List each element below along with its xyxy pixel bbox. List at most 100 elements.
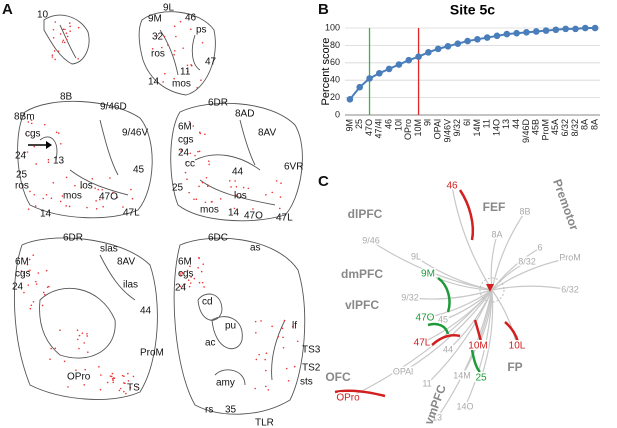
point <box>532 28 540 35</box>
dot <box>68 205 71 208</box>
region-label: 25 <box>172 183 184 194</box>
region-label: 47O <box>99 192 118 203</box>
dot <box>279 196 282 198</box>
dot <box>275 180 278 182</box>
dot <box>54 21 57 23</box>
region-label: amy <box>216 378 235 389</box>
dot <box>123 382 125 384</box>
point <box>464 37 471 45</box>
dot <box>65 176 68 179</box>
region-label: dlPFC <box>348 207 383 221</box>
dot <box>87 351 89 354</box>
region-label: 9/32 <box>401 292 419 302</box>
region-label: 8AD <box>235 109 254 120</box>
dot <box>190 276 192 278</box>
dot <box>186 70 189 73</box>
dot <box>186 64 189 67</box>
dot <box>63 41 66 44</box>
dot <box>30 122 33 125</box>
dot <box>68 22 71 24</box>
dot <box>258 353 260 356</box>
point <box>562 25 569 33</box>
dot <box>184 171 187 174</box>
dot <box>125 392 127 395</box>
dot <box>162 81 164 83</box>
dot <box>91 178 94 180</box>
dot <box>42 197 45 200</box>
region-label: 6M <box>15 257 29 268</box>
dot <box>76 329 79 332</box>
region-label: 13 <box>432 412 442 422</box>
region-label: 47L <box>414 338 431 349</box>
dot <box>199 132 202 135</box>
dot <box>198 257 200 260</box>
dot <box>156 34 159 37</box>
region-label: 13 <box>53 156 65 167</box>
dot <box>100 374 102 376</box>
point <box>366 75 373 82</box>
region-label: slas <box>100 244 118 255</box>
dot <box>109 177 111 179</box>
dot <box>106 381 109 384</box>
dot <box>121 374 124 377</box>
hub <box>479 277 505 303</box>
dot <box>67 386 69 388</box>
x-tick-label: 8A <box>589 119 599 130</box>
dot <box>186 269 189 272</box>
dot <box>35 163 37 165</box>
dot <box>27 121 30 123</box>
dot <box>247 187 250 190</box>
dot <box>208 163 210 166</box>
tree: dlPFC 46 9/46 9L FEF 8B Premotor 8A 6 ProM dmPFC 9M… <box>325 177 582 426</box>
dot <box>27 270 30 272</box>
dot <box>180 150 182 152</box>
region-label: ac <box>205 338 216 349</box>
dot <box>23 291 25 294</box>
dot <box>254 387 256 390</box>
dot <box>32 254 35 256</box>
highlight-arc <box>504 321 520 343</box>
dot <box>173 25 176 28</box>
dot <box>61 41 64 43</box>
region-label: ros <box>15 181 29 192</box>
dot <box>83 384 86 386</box>
region-label: TS3 <box>302 345 321 356</box>
x-tick-label: 9l <box>423 119 433 126</box>
dot <box>206 185 209 188</box>
branch <box>491 289 518 347</box>
region-label: ProM <box>140 348 164 359</box>
dot <box>183 286 186 288</box>
dot <box>123 390 125 393</box>
highlight-arc <box>473 319 484 346</box>
dot <box>135 385 138 388</box>
region-label: 11 <box>180 67 191 78</box>
x-tick-label: 6/32 <box>560 119 570 137</box>
hub-marker <box>486 284 494 292</box>
dot <box>280 182 282 184</box>
dot <box>282 336 284 339</box>
dot <box>195 198 198 200</box>
dot <box>112 379 114 382</box>
x-tick-label: ProM <box>540 119 550 141</box>
region-label: 14 <box>148 77 160 88</box>
dot <box>27 208 30 210</box>
branch <box>491 285 571 291</box>
dot <box>187 279 190 282</box>
highlight-arc <box>427 322 450 335</box>
dot <box>65 205 67 207</box>
dot <box>252 208 254 210</box>
region-label: cgs <box>15 269 31 280</box>
x-tick-label: 11 <box>482 119 492 128</box>
point <box>376 69 383 77</box>
point <box>513 29 520 37</box>
dot <box>50 197 53 200</box>
dot <box>279 207 281 210</box>
dot <box>129 386 132 389</box>
branch <box>370 240 493 291</box>
region-label: 8AV <box>258 128 276 139</box>
dot <box>228 180 231 182</box>
x-tick-label: 9/46V <box>442 119 452 143</box>
dot <box>29 190 31 193</box>
y-tick-label: 60 <box>330 57 340 67</box>
dot <box>35 283 38 285</box>
